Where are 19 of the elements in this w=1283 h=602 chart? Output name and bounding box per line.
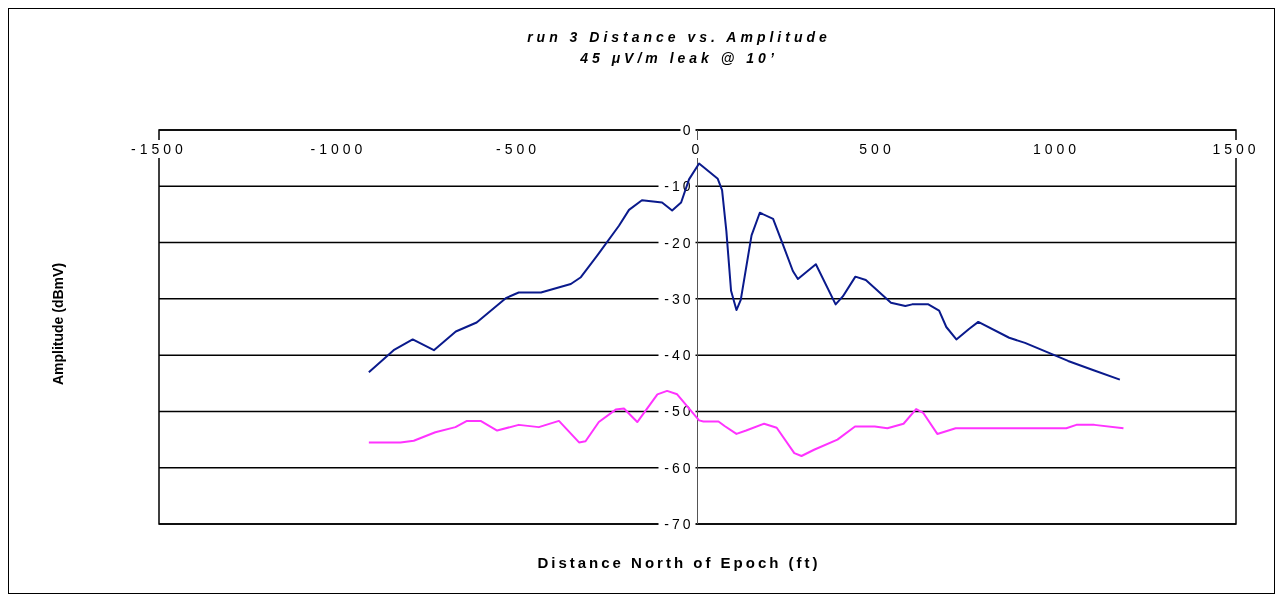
y-tick-label: -60 [664, 459, 694, 476]
y-tick-label: -40 [664, 347, 694, 364]
x-tick-label: 500 [859, 141, 895, 157]
y-tick-label: -70 [664, 516, 694, 532]
line-series [367, 389, 1125, 457]
x-tick-label: 1500 [1212, 141, 1260, 157]
y-tick-label: 0 [682, 122, 694, 138]
x-tick-label: -1500 [131, 141, 187, 157]
x-tick-label: -1000 [310, 141, 367, 157]
y-axis-title: Amplitude (dBmV) [50, 261, 66, 388]
y-tick-label: -20 [664, 234, 694, 251]
x-tick-label: -500 [495, 141, 541, 157]
x-axis-title: Distance North of Epoch (ft) [536, 554, 822, 571]
x-tick-label: 0 [691, 141, 704, 157]
chart-title: run 3 Distance vs. Amplitude [526, 28, 832, 47]
y-tick-label: -30 [664, 290, 694, 307]
chart-subtitle: 45 μV/m leak @ 10’ [579, 49, 779, 68]
line-series [367, 162, 1121, 381]
x-tick-label: 1000 [1032, 141, 1081, 157]
